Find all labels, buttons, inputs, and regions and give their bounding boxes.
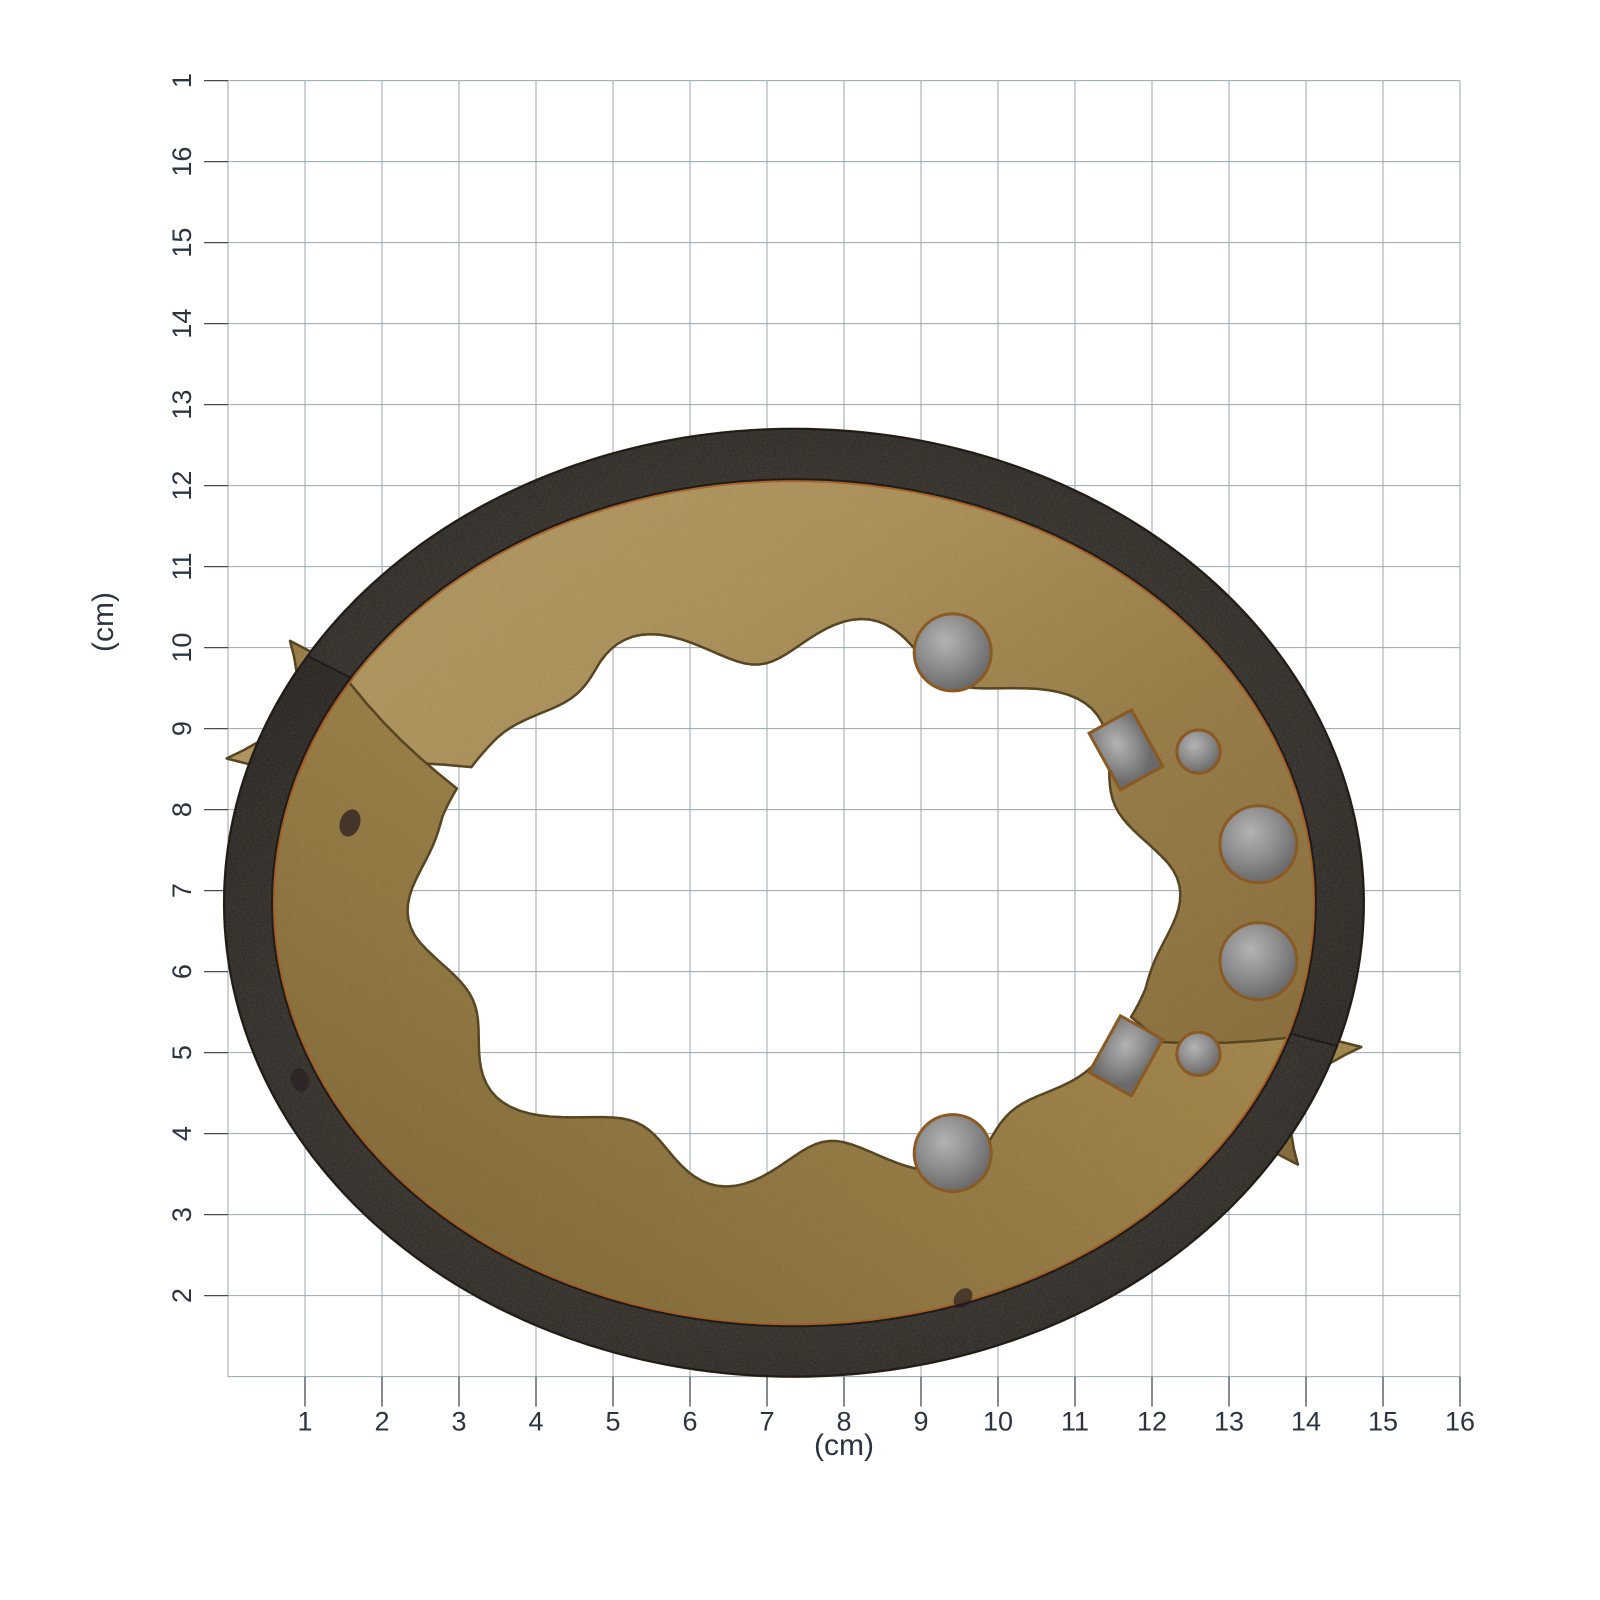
svg-text:2: 2 [167,1288,197,1303]
svg-text:16: 16 [1445,1407,1475,1437]
svg-text:5: 5 [167,1045,197,1060]
svg-text:4: 4 [528,1407,543,1437]
svg-text:11: 11 [1061,1407,1089,1437]
svg-text:5: 5 [605,1407,620,1437]
svg-text:6: 6 [167,964,197,979]
svg-text:12: 12 [167,471,197,501]
svg-text:3: 3 [167,1207,197,1222]
svg-text:7: 7 [167,883,197,898]
svg-text:10: 10 [167,633,197,663]
svg-text:12: 12 [1137,1407,1167,1437]
svg-text:13: 13 [167,390,197,420]
svg-text:2: 2 [374,1407,389,1437]
svg-text:9: 9 [913,1407,928,1437]
svg-text:10: 10 [983,1407,1013,1437]
svg-text:8: 8 [167,802,197,817]
svg-text:(cm): (cm) [87,592,120,652]
svg-text:14: 14 [167,309,197,339]
svg-text:7: 7 [759,1407,774,1437]
svg-text:13: 13 [1214,1407,1244,1437]
svg-text:15: 15 [167,228,197,258]
svg-text:9: 9 [167,721,197,736]
svg-text:(cm): (cm) [814,1429,874,1462]
svg-text:11: 11 [167,553,197,581]
svg-text:6: 6 [682,1407,697,1437]
svg-text:15: 15 [1368,1407,1398,1437]
svg-text:16: 16 [167,147,197,177]
svg-text:1: 1 [297,1407,312,1437]
svg-text:14: 14 [1291,1407,1321,1437]
svg-text:4: 4 [167,1126,197,1141]
svg-text:3: 3 [451,1407,466,1437]
svg-text:1: 1 [167,73,197,88]
